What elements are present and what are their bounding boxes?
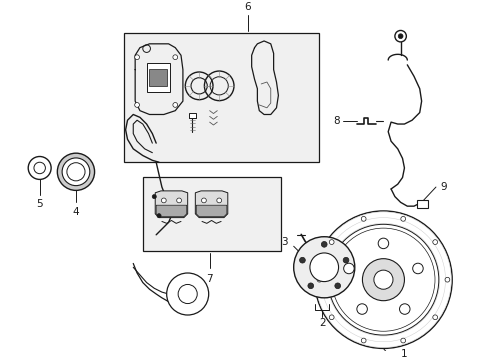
Circle shape xyxy=(157,213,161,218)
Circle shape xyxy=(400,338,405,343)
Circle shape xyxy=(356,304,366,314)
Bar xyxy=(188,113,196,118)
Text: 7: 7 xyxy=(206,274,212,284)
Circle shape xyxy=(399,304,409,314)
Circle shape xyxy=(362,259,404,301)
Circle shape xyxy=(328,315,333,320)
Circle shape xyxy=(432,315,437,320)
Circle shape xyxy=(307,283,313,289)
Circle shape xyxy=(373,270,392,289)
Circle shape xyxy=(321,242,326,247)
Circle shape xyxy=(444,277,449,282)
Circle shape xyxy=(309,253,338,282)
Circle shape xyxy=(343,257,348,263)
Circle shape xyxy=(432,240,437,244)
Circle shape xyxy=(173,103,177,107)
Circle shape xyxy=(328,240,333,244)
Circle shape xyxy=(299,257,305,263)
Circle shape xyxy=(201,198,206,203)
Circle shape xyxy=(400,216,405,221)
Circle shape xyxy=(152,194,156,199)
Circle shape xyxy=(161,198,166,203)
Circle shape xyxy=(316,277,321,282)
Circle shape xyxy=(343,263,353,274)
Circle shape xyxy=(334,283,340,289)
Circle shape xyxy=(293,237,354,298)
Circle shape xyxy=(134,103,139,107)
Polygon shape xyxy=(156,205,186,217)
Circle shape xyxy=(176,198,181,203)
Circle shape xyxy=(166,273,208,315)
Text: 4: 4 xyxy=(73,207,79,217)
Text: 1: 1 xyxy=(400,349,407,359)
Bar xyxy=(149,69,166,86)
Bar xyxy=(416,201,427,208)
Wedge shape xyxy=(57,153,94,190)
Circle shape xyxy=(314,211,451,348)
Circle shape xyxy=(397,34,402,39)
Bar xyxy=(142,176,281,251)
Text: 5: 5 xyxy=(36,199,43,209)
Circle shape xyxy=(377,238,388,249)
Text: 2: 2 xyxy=(318,318,325,328)
Bar xyxy=(123,33,319,162)
Text: 8: 8 xyxy=(332,116,339,126)
Circle shape xyxy=(361,338,366,343)
Text: 6: 6 xyxy=(244,2,251,12)
Text: 3: 3 xyxy=(281,238,287,247)
Text: 9: 9 xyxy=(440,182,447,192)
Circle shape xyxy=(178,284,197,303)
Polygon shape xyxy=(196,205,226,217)
Circle shape xyxy=(216,198,221,203)
Circle shape xyxy=(173,55,177,60)
Circle shape xyxy=(134,55,139,60)
Bar xyxy=(146,63,170,91)
Circle shape xyxy=(412,263,422,274)
Polygon shape xyxy=(155,191,187,217)
Circle shape xyxy=(361,216,366,221)
Polygon shape xyxy=(195,191,227,217)
